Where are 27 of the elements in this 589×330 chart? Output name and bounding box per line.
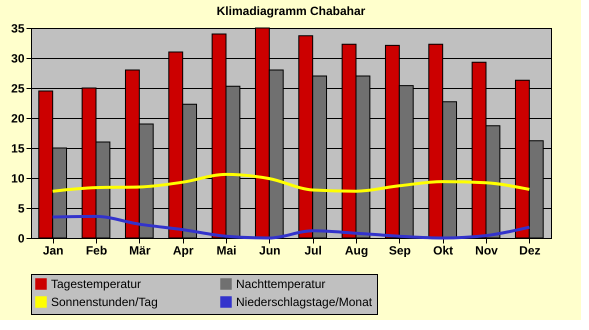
y-tick-label: 10 bbox=[11, 172, 25, 186]
legend-label: Tagestemperatur bbox=[51, 277, 142, 291]
x-tick-label: Mär bbox=[129, 244, 151, 258]
y-tick-label: 15 bbox=[11, 142, 25, 156]
x-tick-label: Feb bbox=[86, 244, 108, 258]
legend-label: Nachttemperatur bbox=[236, 277, 326, 291]
legend-label: Niederschlagstage/Monat bbox=[236, 295, 373, 309]
x-tick-label: Jun bbox=[259, 244, 281, 258]
y-tick-label: 20 bbox=[11, 112, 25, 126]
x-tick-label: Dez bbox=[519, 244, 541, 258]
y-tick-label: 25 bbox=[11, 82, 25, 96]
x-tick-label: Jan bbox=[42, 244, 64, 258]
line-series bbox=[51, 214, 531, 240]
y-tick-label: 5 bbox=[18, 202, 25, 216]
x-tick-label: Nov bbox=[475, 244, 498, 258]
x-tick-label: Okt bbox=[433, 244, 454, 258]
x-tick-label: Sep bbox=[388, 244, 411, 258]
legend-label: Sonnenstunden/Tag bbox=[51, 295, 158, 309]
x-tick-label: Mai bbox=[216, 244, 237, 258]
line-series bbox=[51, 172, 531, 193]
x-tick-label: Aug bbox=[344, 244, 368, 258]
x-tick-label: Apr bbox=[172, 244, 194, 258]
y-tick-label: 0 bbox=[18, 232, 25, 246]
y-tick-label: 35 bbox=[11, 22, 25, 36]
x-tick-label: Jul bbox=[304, 244, 322, 258]
y-tick-label: 30 bbox=[11, 52, 25, 66]
chart-title: Klimadiagramm Chabahar bbox=[216, 4, 366, 18]
